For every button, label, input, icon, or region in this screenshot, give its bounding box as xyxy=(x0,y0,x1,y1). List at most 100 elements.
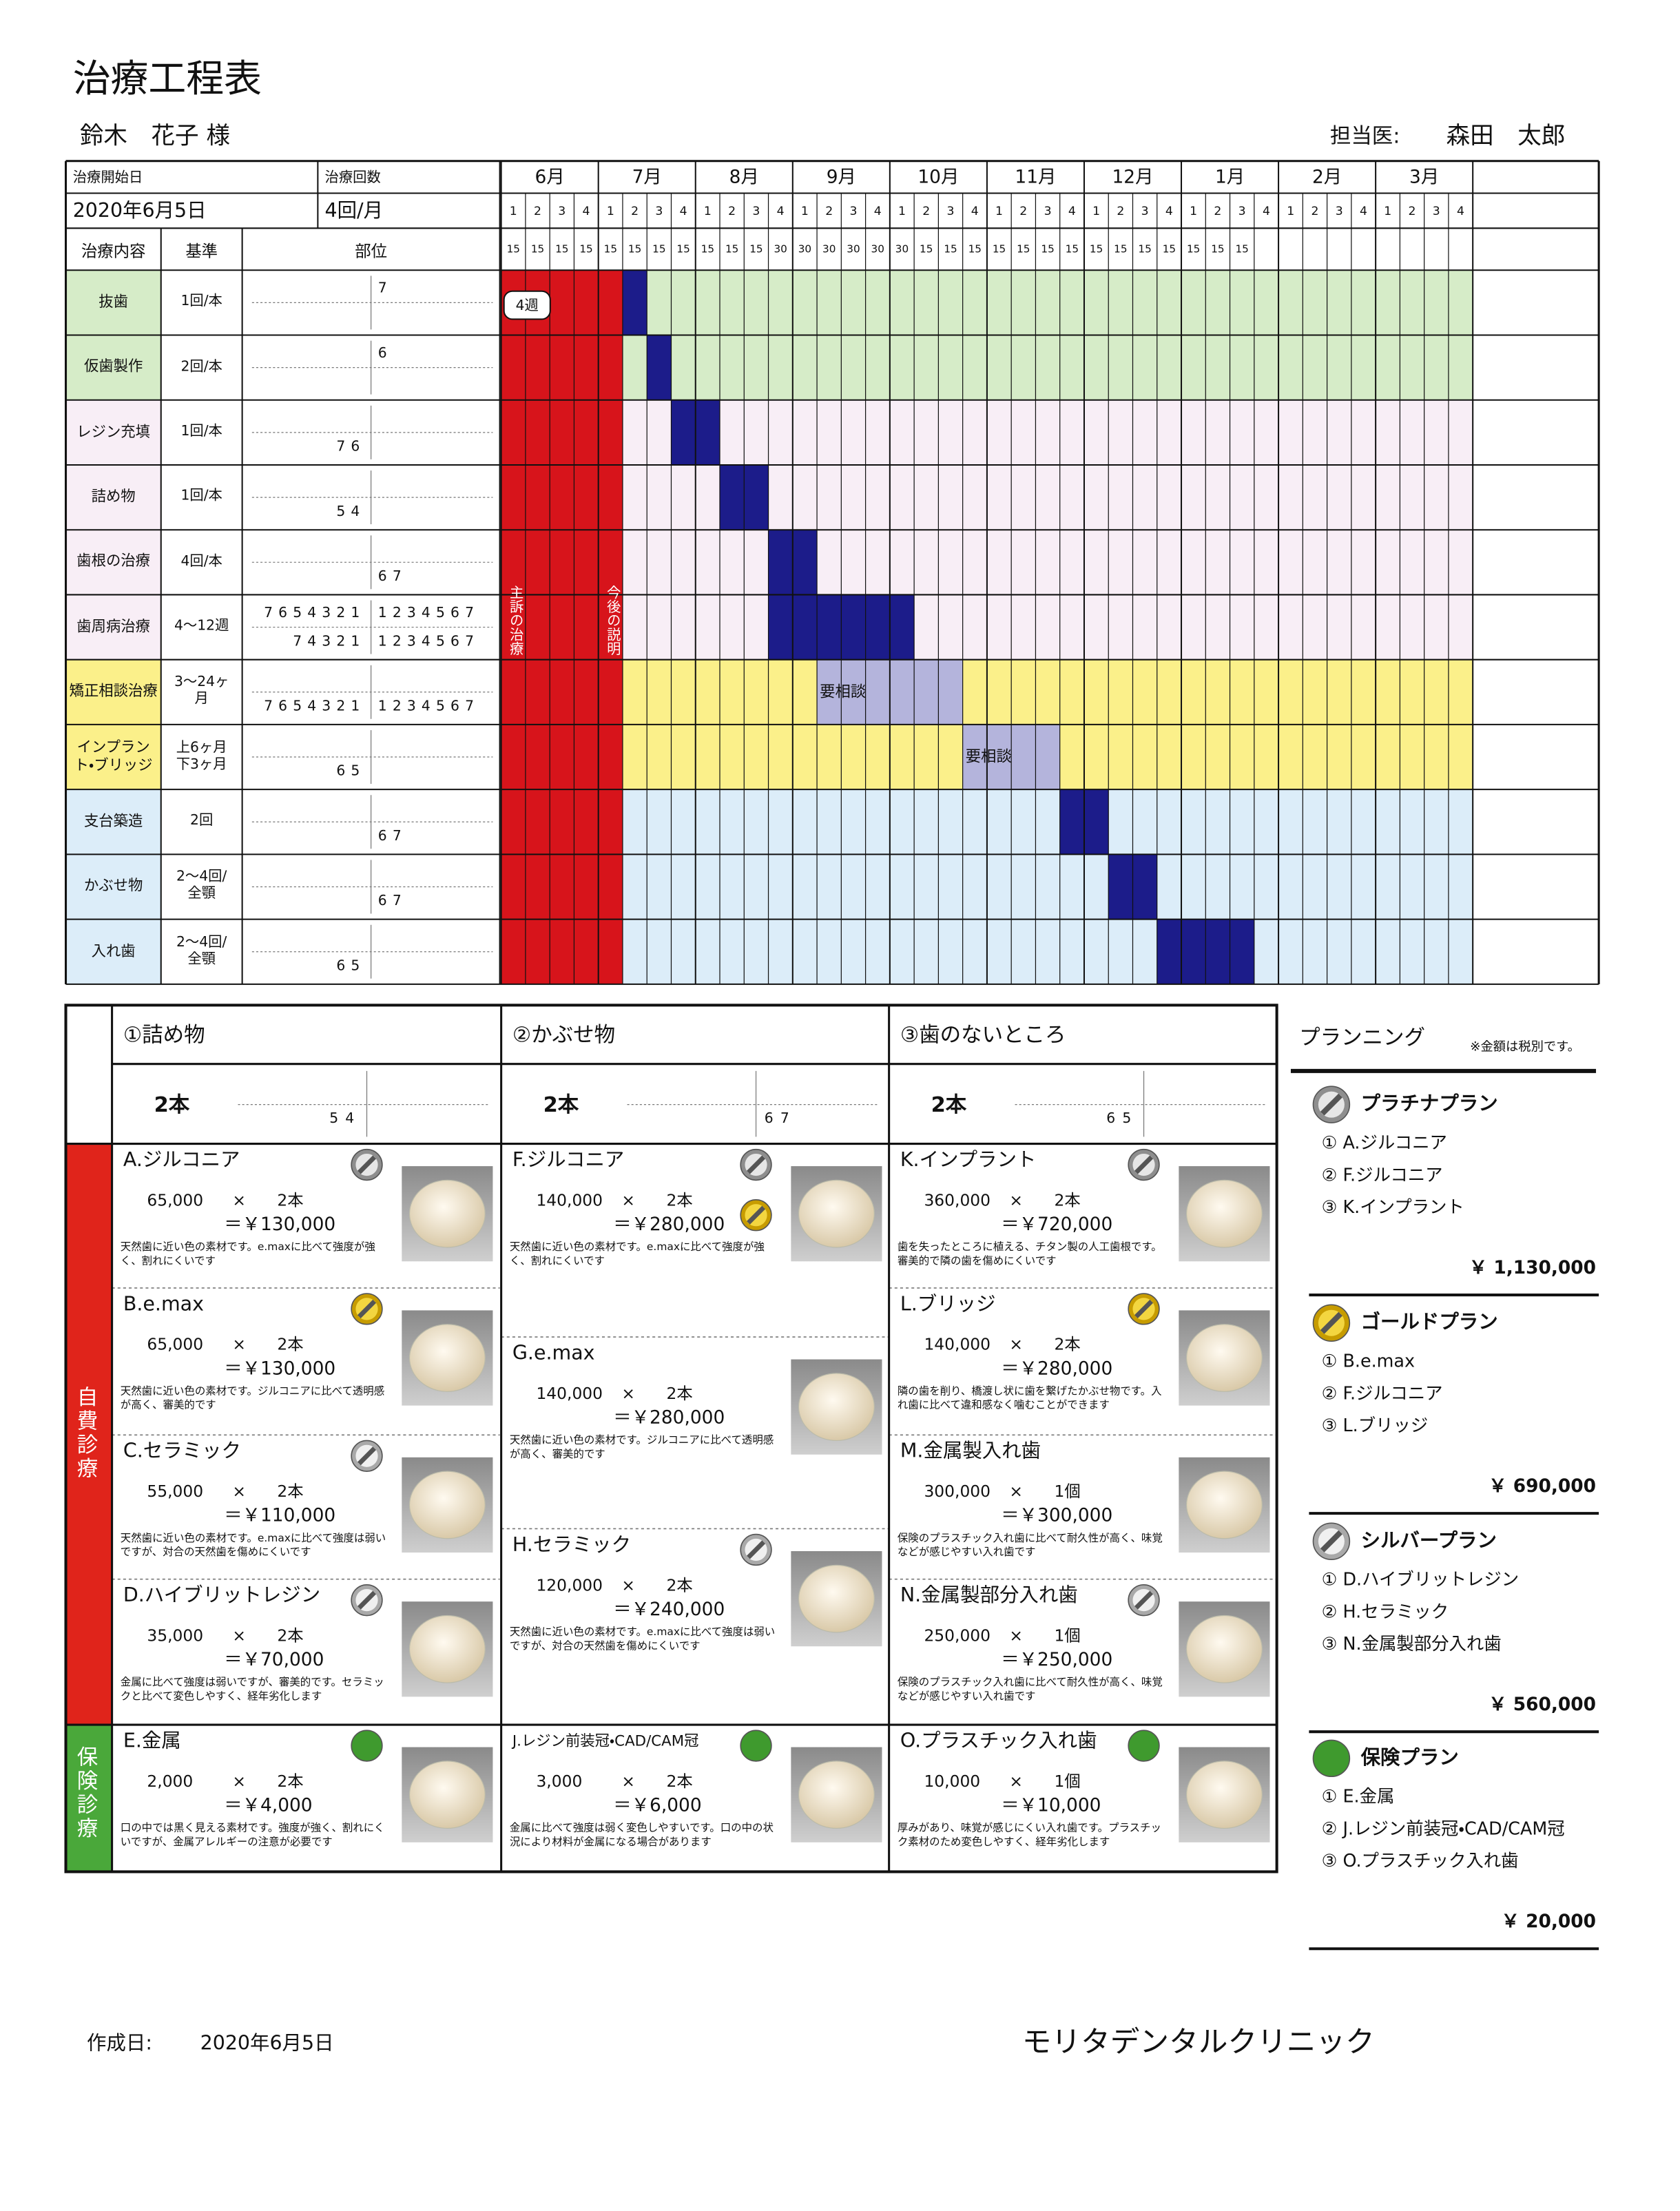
patient-name: 鈴木 花子 様 xyxy=(80,123,230,150)
treatment-week xyxy=(841,594,866,660)
week-number: 1 xyxy=(898,205,906,218)
treatment-name: 抜歯 xyxy=(98,293,128,311)
treatment-week xyxy=(768,530,793,595)
consult-week xyxy=(1035,724,1060,790)
plan-item: ② J.レジン前装冠・CAD/CAM冠 xyxy=(1322,1818,1565,1838)
doctor-name: 森田 太郎 xyxy=(1446,123,1566,150)
treatment-week xyxy=(1083,789,1109,855)
visit-interval: 15 xyxy=(1235,242,1248,255)
item-total: ＝￥300,000 xyxy=(1001,1505,1112,1526)
initial-week xyxy=(574,270,599,984)
tooth-number: 67 xyxy=(378,892,407,909)
item-price: 65,000 xyxy=(147,1190,203,1210)
item-qty: 2本 xyxy=(666,1384,692,1403)
month-label: 1月 xyxy=(1215,167,1245,188)
item-price: 10,000 xyxy=(924,1772,980,1791)
week-number: 4 xyxy=(1068,205,1076,218)
tooth-number: 7654321 xyxy=(264,604,365,621)
times-sign: × xyxy=(621,1190,635,1210)
treatment-name: インプラント・ブリッジ xyxy=(74,739,153,774)
week-number: 1 xyxy=(1190,205,1197,218)
times-sign: × xyxy=(621,1575,635,1595)
grade-icon xyxy=(351,1730,383,1762)
item-photo-tooth xyxy=(408,1471,486,1539)
item-description: 口の中では黒く見える素材です。強度が強く、割れにくいですが、金属アレルギーの注意… xyxy=(120,1821,385,1848)
rule xyxy=(1320,1093,1342,1116)
times-sign: × xyxy=(232,1190,246,1210)
visit-interval: 15 xyxy=(920,242,933,255)
item-qty: 2本 xyxy=(1054,1190,1080,1210)
item-total: ＝￥10,000 xyxy=(1001,1794,1101,1816)
category-title: ③歯のないところ xyxy=(900,1024,1066,1048)
visit-interval: 15 xyxy=(1138,242,1151,255)
month-label: 7月 xyxy=(632,167,662,188)
week-number: 3 xyxy=(752,205,760,218)
visit-interval: 15 xyxy=(555,242,568,255)
consult-note: 要相談 xyxy=(966,748,1012,766)
visit-interval: 15 xyxy=(1066,242,1079,255)
treatment-name: かぶせ物 xyxy=(83,878,143,895)
item-description: 厚みがあり、味覚が感じにくい入れ歯です。プラスチック素材のため変色しやすく、経年… xyxy=(897,1821,1161,1848)
item-name: D.ハイブリットレジン xyxy=(123,1584,320,1606)
treatment-week xyxy=(1157,919,1182,984)
start-label: 治療開始日 xyxy=(73,169,143,185)
grade-icon xyxy=(1128,1730,1160,1762)
month-label: 11月 xyxy=(1015,167,1056,188)
visits-value: 4回/月 xyxy=(325,199,384,222)
visit-interval: 15 xyxy=(1211,242,1224,255)
week-number: 3 xyxy=(1238,205,1246,218)
week-number: 2 xyxy=(1409,205,1416,218)
item-photo-tooth xyxy=(798,1564,875,1633)
week-number: 2 xyxy=(825,205,833,218)
week-number: 1 xyxy=(607,205,614,218)
item-price: 300,000 xyxy=(924,1482,991,1501)
plan-item: ③ O.プラスチック入れ歯 xyxy=(1322,1850,1519,1871)
consult-week xyxy=(865,659,890,725)
week-number: 2 xyxy=(631,205,639,218)
tooth-number: 65 xyxy=(336,957,365,973)
treatment-week xyxy=(1132,854,1157,920)
treatment-cell xyxy=(65,530,161,595)
consult-week xyxy=(889,659,915,725)
treatment-week xyxy=(622,270,647,335)
plan-total: ￥ 1,130,000 xyxy=(1469,1257,1596,1278)
item-name: B.e.max xyxy=(123,1292,204,1315)
week-number: 2 xyxy=(1214,205,1221,218)
week-number: 3 xyxy=(1044,205,1052,218)
treatment-week xyxy=(647,335,672,400)
treatment-name: 矯正相談治療 xyxy=(69,683,158,700)
item-qty: 1個 xyxy=(1054,1772,1080,1791)
item-description: 天然歯に近い色の素材です。e.maxに比べて強度が強く、割れにくいです xyxy=(120,1240,375,1267)
item-total: ＝￥720,000 xyxy=(1001,1214,1112,1235)
visit-interval: 30 xyxy=(895,242,909,255)
created-date: 2020年6月5日 xyxy=(200,2031,334,2054)
item-qty: 2本 xyxy=(666,1190,692,1210)
week-number: 2 xyxy=(1311,205,1318,218)
item-price: 65,000 xyxy=(147,1335,203,1354)
times-sign: × xyxy=(621,1772,635,1791)
consult-week xyxy=(986,724,1012,790)
visit-interval: 15 xyxy=(725,242,738,255)
times-sign: × xyxy=(232,1482,246,1501)
plan-total: ￥ 20,000 xyxy=(1502,1911,1597,1932)
item-description: 保険のプラスチック入れ歯に比べて耐久性が高く、味覚などが感じやすい入れ歯です xyxy=(897,1531,1163,1558)
tooth-number: 6 xyxy=(378,344,393,361)
insurance-label: 保険診療 xyxy=(74,1745,100,1841)
treatment-week xyxy=(889,594,915,660)
treatment-standard: 1回/本 xyxy=(180,424,222,439)
week-number: 2 xyxy=(1117,205,1124,218)
month-label: 9月 xyxy=(827,167,856,188)
week-number: 3 xyxy=(655,205,663,218)
plan-item: ② F.ジルコニア xyxy=(1322,1164,1443,1185)
rule xyxy=(1134,1299,1154,1318)
rule xyxy=(357,1590,377,1610)
insurance-band xyxy=(65,1725,112,1872)
treatment-cell xyxy=(65,464,161,530)
doctor-label: 担当医: xyxy=(1330,125,1400,149)
item-photo-tooth xyxy=(408,1179,486,1248)
item-qty: 2本 xyxy=(277,1626,303,1645)
plan-item: ① B.e.max xyxy=(1322,1351,1415,1371)
item-total: ＝￥130,000 xyxy=(224,1214,335,1235)
